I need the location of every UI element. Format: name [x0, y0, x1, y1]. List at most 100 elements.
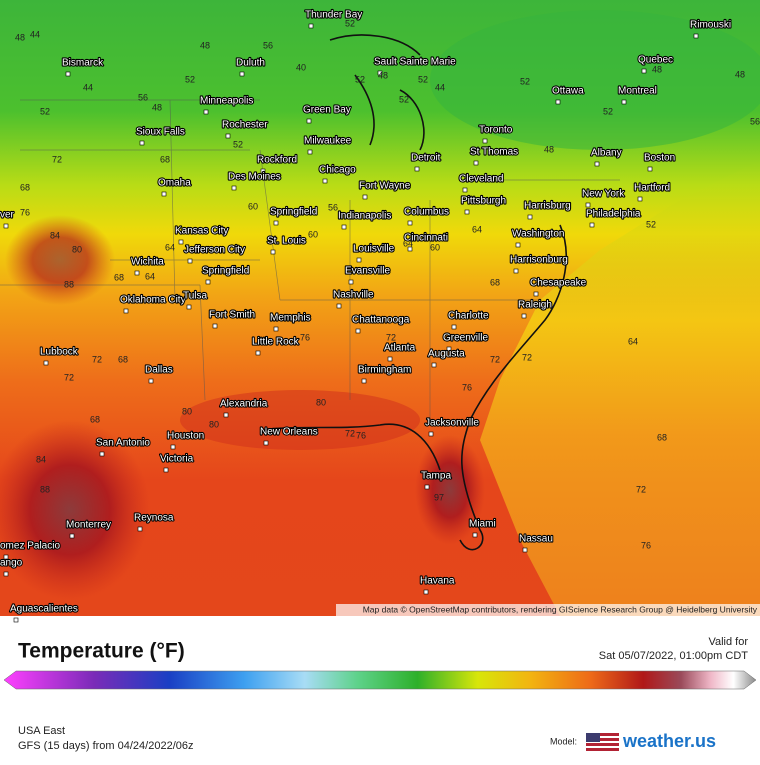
city-label: Harrisburg — [524, 201, 571, 212]
contour-label: 60 — [248, 201, 258, 211]
city-label: New Orleans — [260, 427, 318, 438]
city-label: Springfield — [270, 207, 317, 218]
city-marker — [637, 196, 643, 202]
city-label: Greenville — [443, 333, 488, 344]
valid-time: Sat 05/07/2022, 01:00pm CDT — [599, 650, 748, 662]
city-marker — [163, 467, 169, 473]
contour-label: 52 — [233, 139, 243, 149]
city-label: Monterrey — [66, 520, 111, 531]
city-label: Pittsburgh — [461, 196, 506, 207]
brand[interactable]: weather.us — [622, 731, 716, 751]
contour-label: 48 — [544, 144, 554, 154]
city-label: Rockford — [257, 155, 297, 166]
contour-label: 52 — [185, 74, 195, 84]
city-marker — [322, 178, 328, 184]
contour-label: 80 — [72, 244, 82, 254]
contour-label: 52 — [355, 74, 365, 84]
contour-label: 52 — [646, 219, 656, 229]
contour-label: 72 — [64, 372, 74, 382]
contour-label: 80 — [316, 397, 326, 407]
city-marker — [225, 133, 231, 139]
city-label: Springfield — [202, 266, 249, 277]
contour-label: 52 — [418, 74, 428, 84]
city-label: Alexandria — [220, 399, 268, 410]
city-marker — [13, 617, 19, 623]
contour-label: 76 — [641, 540, 651, 550]
contour-label: 52 — [603, 106, 613, 116]
attribution: Map data © OpenStreetMap contributors, r… — [363, 604, 758, 614]
city-marker — [203, 109, 209, 115]
contour-label: 72 — [345, 428, 355, 438]
city-marker — [464, 209, 470, 215]
city-marker — [423, 589, 429, 595]
city-label: Columbus — [404, 207, 449, 218]
city-label: Bismarck — [62, 58, 104, 69]
city-marker — [187, 258, 193, 264]
city-marker — [594, 161, 600, 167]
city-label: Victoria — [160, 454, 194, 465]
map: Thunder Bay Bismarck Duluth Sault Sainte Ma… — [0, 0, 760, 623]
city-marker — [693, 33, 699, 39]
city-label: Louisville — [353, 244, 395, 255]
contour-label: 56 — [328, 202, 338, 212]
city-label: Albany — [591, 148, 622, 159]
city-label: Charlotte — [448, 311, 489, 322]
contour-label: 48 — [735, 69, 745, 79]
city-label: Des Moines — [228, 172, 281, 183]
contour-label: 44 — [83, 82, 93, 92]
contour-labels: 48 44 52 56 48 52 40 44 52 48 52 52 52 48 48 52 56 56 52 48… — [15, 18, 760, 550]
contour-label: 72 — [636, 484, 646, 494]
city-label: Milwaukee — [304, 136, 352, 147]
city-label: Fort Wayne — [359, 181, 411, 192]
city-label: Sioux Falls — [136, 127, 185, 138]
city-marker — [431, 362, 437, 368]
city-label: Memphis — [270, 313, 311, 324]
contour-label: 48 — [652, 64, 662, 74]
city-marker — [43, 360, 49, 366]
city-marker — [361, 378, 367, 384]
city-label: Kansas City — [175, 226, 228, 237]
city-label: Toronto — [479, 125, 513, 136]
contour-label: 76 — [300, 332, 310, 342]
city-label: Houston — [167, 431, 204, 442]
contour-label: 68 — [90, 414, 100, 424]
city-marker — [212, 323, 218, 329]
contour-label: 72 — [52, 154, 62, 164]
city-label: Chesapeake — [530, 278, 587, 289]
city-marker — [621, 99, 627, 105]
contour-label: 52 — [399, 94, 409, 104]
city-marker — [472, 532, 478, 538]
attribution-bg — [336, 604, 760, 616]
city-marker — [307, 149, 313, 155]
city-marker — [263, 440, 269, 446]
region: USA East — [18, 725, 65, 737]
city-marker — [306, 118, 312, 124]
contour-label: 97 — [434, 492, 444, 502]
city-labels: Thunder Bay Bismarck Duluth Sault Sainte Ma… — [0, 9, 732, 623]
contour-label: 44 — [30, 29, 40, 39]
city-marker — [3, 554, 9, 560]
city-marker — [255, 350, 261, 356]
contour-label: 64 — [165, 242, 175, 252]
city-marker — [513, 268, 519, 274]
contour-label: 68 — [20, 182, 30, 192]
city-label: Aguascalientes — [10, 604, 78, 615]
contour-label: 68 — [490, 277, 500, 287]
city-label: Dallas — [145, 365, 173, 376]
city-marker — [148, 378, 154, 384]
contour-label: 52 — [40, 106, 50, 116]
city-label: ango — [0, 558, 23, 569]
city-label: Philadelphia — [586, 209, 641, 220]
contour-label: 40 — [296, 62, 306, 72]
city-marker — [308, 23, 314, 29]
coastline — [259, 34, 567, 551]
city-marker — [462, 187, 468, 193]
city-marker — [336, 303, 342, 309]
city-label: Detroit — [411, 153, 441, 164]
city-marker — [407, 220, 413, 226]
boundary — [0, 99, 620, 420]
city-label: ver — [0, 210, 15, 221]
city-marker — [647, 166, 653, 172]
city-marker — [186, 304, 192, 310]
city-label: Atlanta — [384, 343, 416, 354]
